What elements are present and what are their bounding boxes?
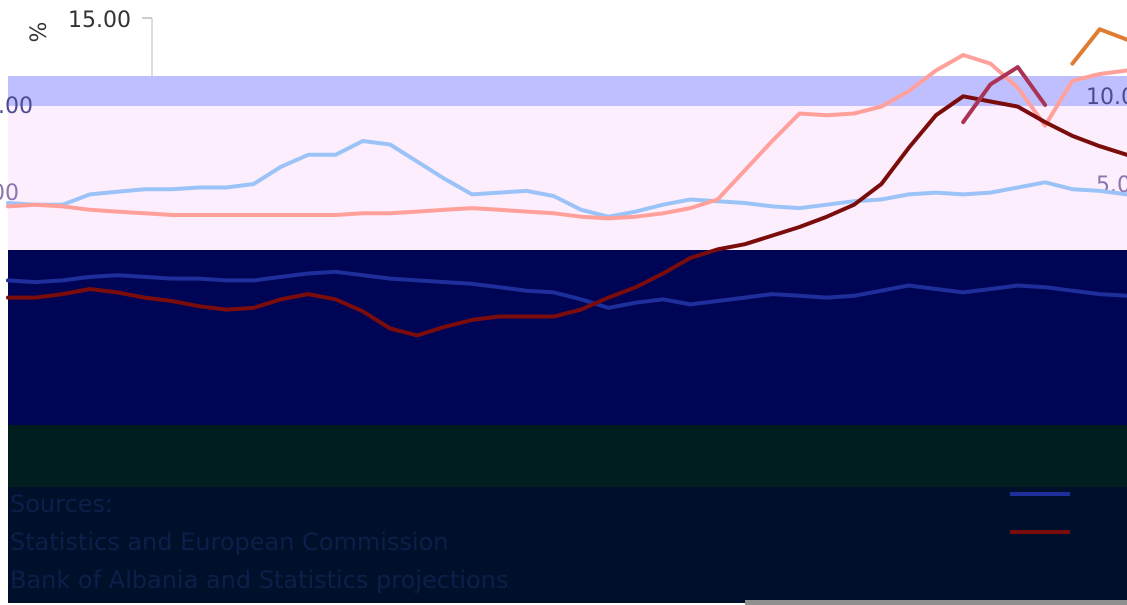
- series-line-2: [6, 53, 1127, 221]
- scrollbar-fragment: [745, 600, 1127, 605]
- series-line-4: [6, 269, 1127, 310]
- series-line-6: [961, 65, 1048, 125]
- series-line-3: [1070, 27, 1127, 66]
- series-line-5: [6, 94, 1127, 338]
- y-axis-label: %: [27, 22, 52, 43]
- band-top: [8, 76, 1127, 106]
- band-navy: [8, 250, 1127, 425]
- series-layer: [6, 27, 1127, 338]
- band-pink: [8, 106, 1127, 250]
- source-line-3: Bank of Albania and Statistics projectio…: [10, 566, 508, 594]
- y-tick-10-left: 10.00: [0, 94, 33, 119]
- y-tick-5-left: 5.00: [0, 181, 19, 206]
- band-bottom: [8, 487, 1127, 603]
- y-tick-10-right: 10.00: [1086, 85, 1127, 110]
- source-line-1: Sources:: [10, 490, 113, 518]
- series-line-1: [6, 139, 1127, 219]
- y-tick-15: 15.00: [68, 8, 131, 33]
- band-green: [8, 425, 1127, 487]
- source-line-2: Statistics and European Commission: [10, 528, 449, 556]
